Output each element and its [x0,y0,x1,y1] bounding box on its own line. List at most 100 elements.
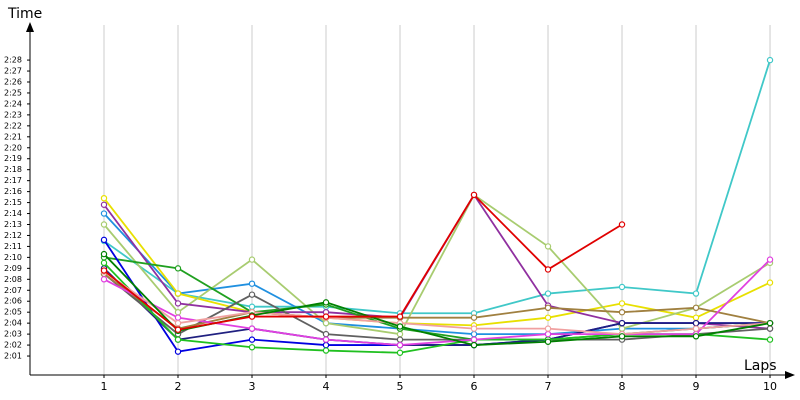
data-point [470,330,478,338]
data-point [544,314,552,321]
data-point [322,319,330,327]
data-point [100,267,108,274]
data-point [692,290,700,297]
data-point [322,299,330,306]
data-point [248,280,256,287]
series-line [103,270,771,336]
y-tick-label: 2:09 [4,264,22,273]
y-tick-label: 2:23 [4,110,22,119]
y-tick-label: 2:03 [4,330,22,339]
x-tick-label: 8 [619,380,626,393]
y-tick-label: 2:18 [4,165,22,174]
data-point [618,221,626,228]
y-axis-label: Time [7,6,42,22]
y-tick-label: 2:19 [4,154,22,163]
y-tick-label: 2:24 [4,99,22,108]
data-point [618,319,626,327]
x-tick-label: 7 [545,380,552,393]
data-point [174,300,182,307]
data-point [322,347,330,354]
data-point [470,336,478,343]
y-tick-label: 2:17 [4,176,22,185]
series-line [103,193,771,336]
data-point [248,303,256,310]
data-point [618,283,626,291]
data-point [100,201,108,208]
data-point [100,194,108,202]
data-point [544,243,552,250]
data-point [470,314,478,321]
data-point [692,319,700,327]
data-point [618,333,626,340]
data-point [544,325,552,332]
data-point [396,349,404,356]
y-tick-label: 2:28 [4,56,22,65]
y-tick-label: 2:04 [4,319,22,328]
y-tick-label: 2:02 [4,341,22,350]
data-point [248,313,256,320]
y-tick-label: 2:20 [4,143,22,152]
data-point [248,344,256,351]
data-point [174,319,182,327]
data-point [692,333,700,340]
x-tick-label: 10 [763,380,777,393]
data-point [100,250,108,258]
data-point [174,336,182,343]
data-point [174,326,182,333]
data-point [396,341,404,349]
data-point [692,314,700,321]
data-point [100,236,108,244]
y-tick-label: 2:01 [4,352,22,361]
data-point [766,336,774,343]
y-tick-label: 2:21 [4,132,22,141]
x-tick-label: 1 [101,380,108,393]
y-tick-label: 2:12 [4,231,22,240]
y-tick-label: 2:15 [4,198,22,207]
y-tick-label: 2:14 [4,209,22,218]
data-point [248,325,256,332]
x-tick-label: 4 [323,380,330,393]
y-tick-label: 2:10 [4,253,22,262]
data-point [248,256,256,263]
data-point [618,308,626,316]
data-point [174,348,182,355]
data-point [470,341,478,349]
data-point [692,325,700,332]
series-line [103,212,771,336]
data-point [766,319,774,327]
data-point [766,56,774,64]
x-tick-label: 5 [397,380,404,393]
x-tick-label: 3 [249,380,256,393]
data-point [396,336,404,343]
data-point [396,323,404,330]
x-tick-label: 6 [471,380,478,393]
series-line [103,193,623,331]
data-point [396,313,404,320]
y-tick-label: 2:22 [4,121,22,130]
x-axis-arrow [785,371,795,379]
data-point [766,325,774,332]
y-tick-label: 2:25 [4,88,22,97]
data-point [396,330,404,338]
data-point [470,325,478,332]
y-tick-label: 2:26 [4,77,22,86]
y-tick-label: 2:06 [4,297,22,306]
data-point [544,290,552,297]
plot-area [100,56,774,356]
data-point [100,259,108,267]
x-tick-label: 2 [175,380,182,393]
data-point [322,341,330,349]
y-tick-label: 2:08 [4,275,22,284]
data-point [100,276,108,283]
data-point [544,338,552,345]
data-point [248,336,256,343]
data-point [322,313,330,320]
data-point [544,304,552,312]
y-tick-label: 2:16 [4,187,22,196]
data-point [470,191,478,199]
y-tick-label: 2:11 [4,242,22,251]
data-point [618,325,626,332]
data-point [544,330,552,338]
x-axis-label: Laps [744,358,777,374]
data-point [174,290,182,297]
